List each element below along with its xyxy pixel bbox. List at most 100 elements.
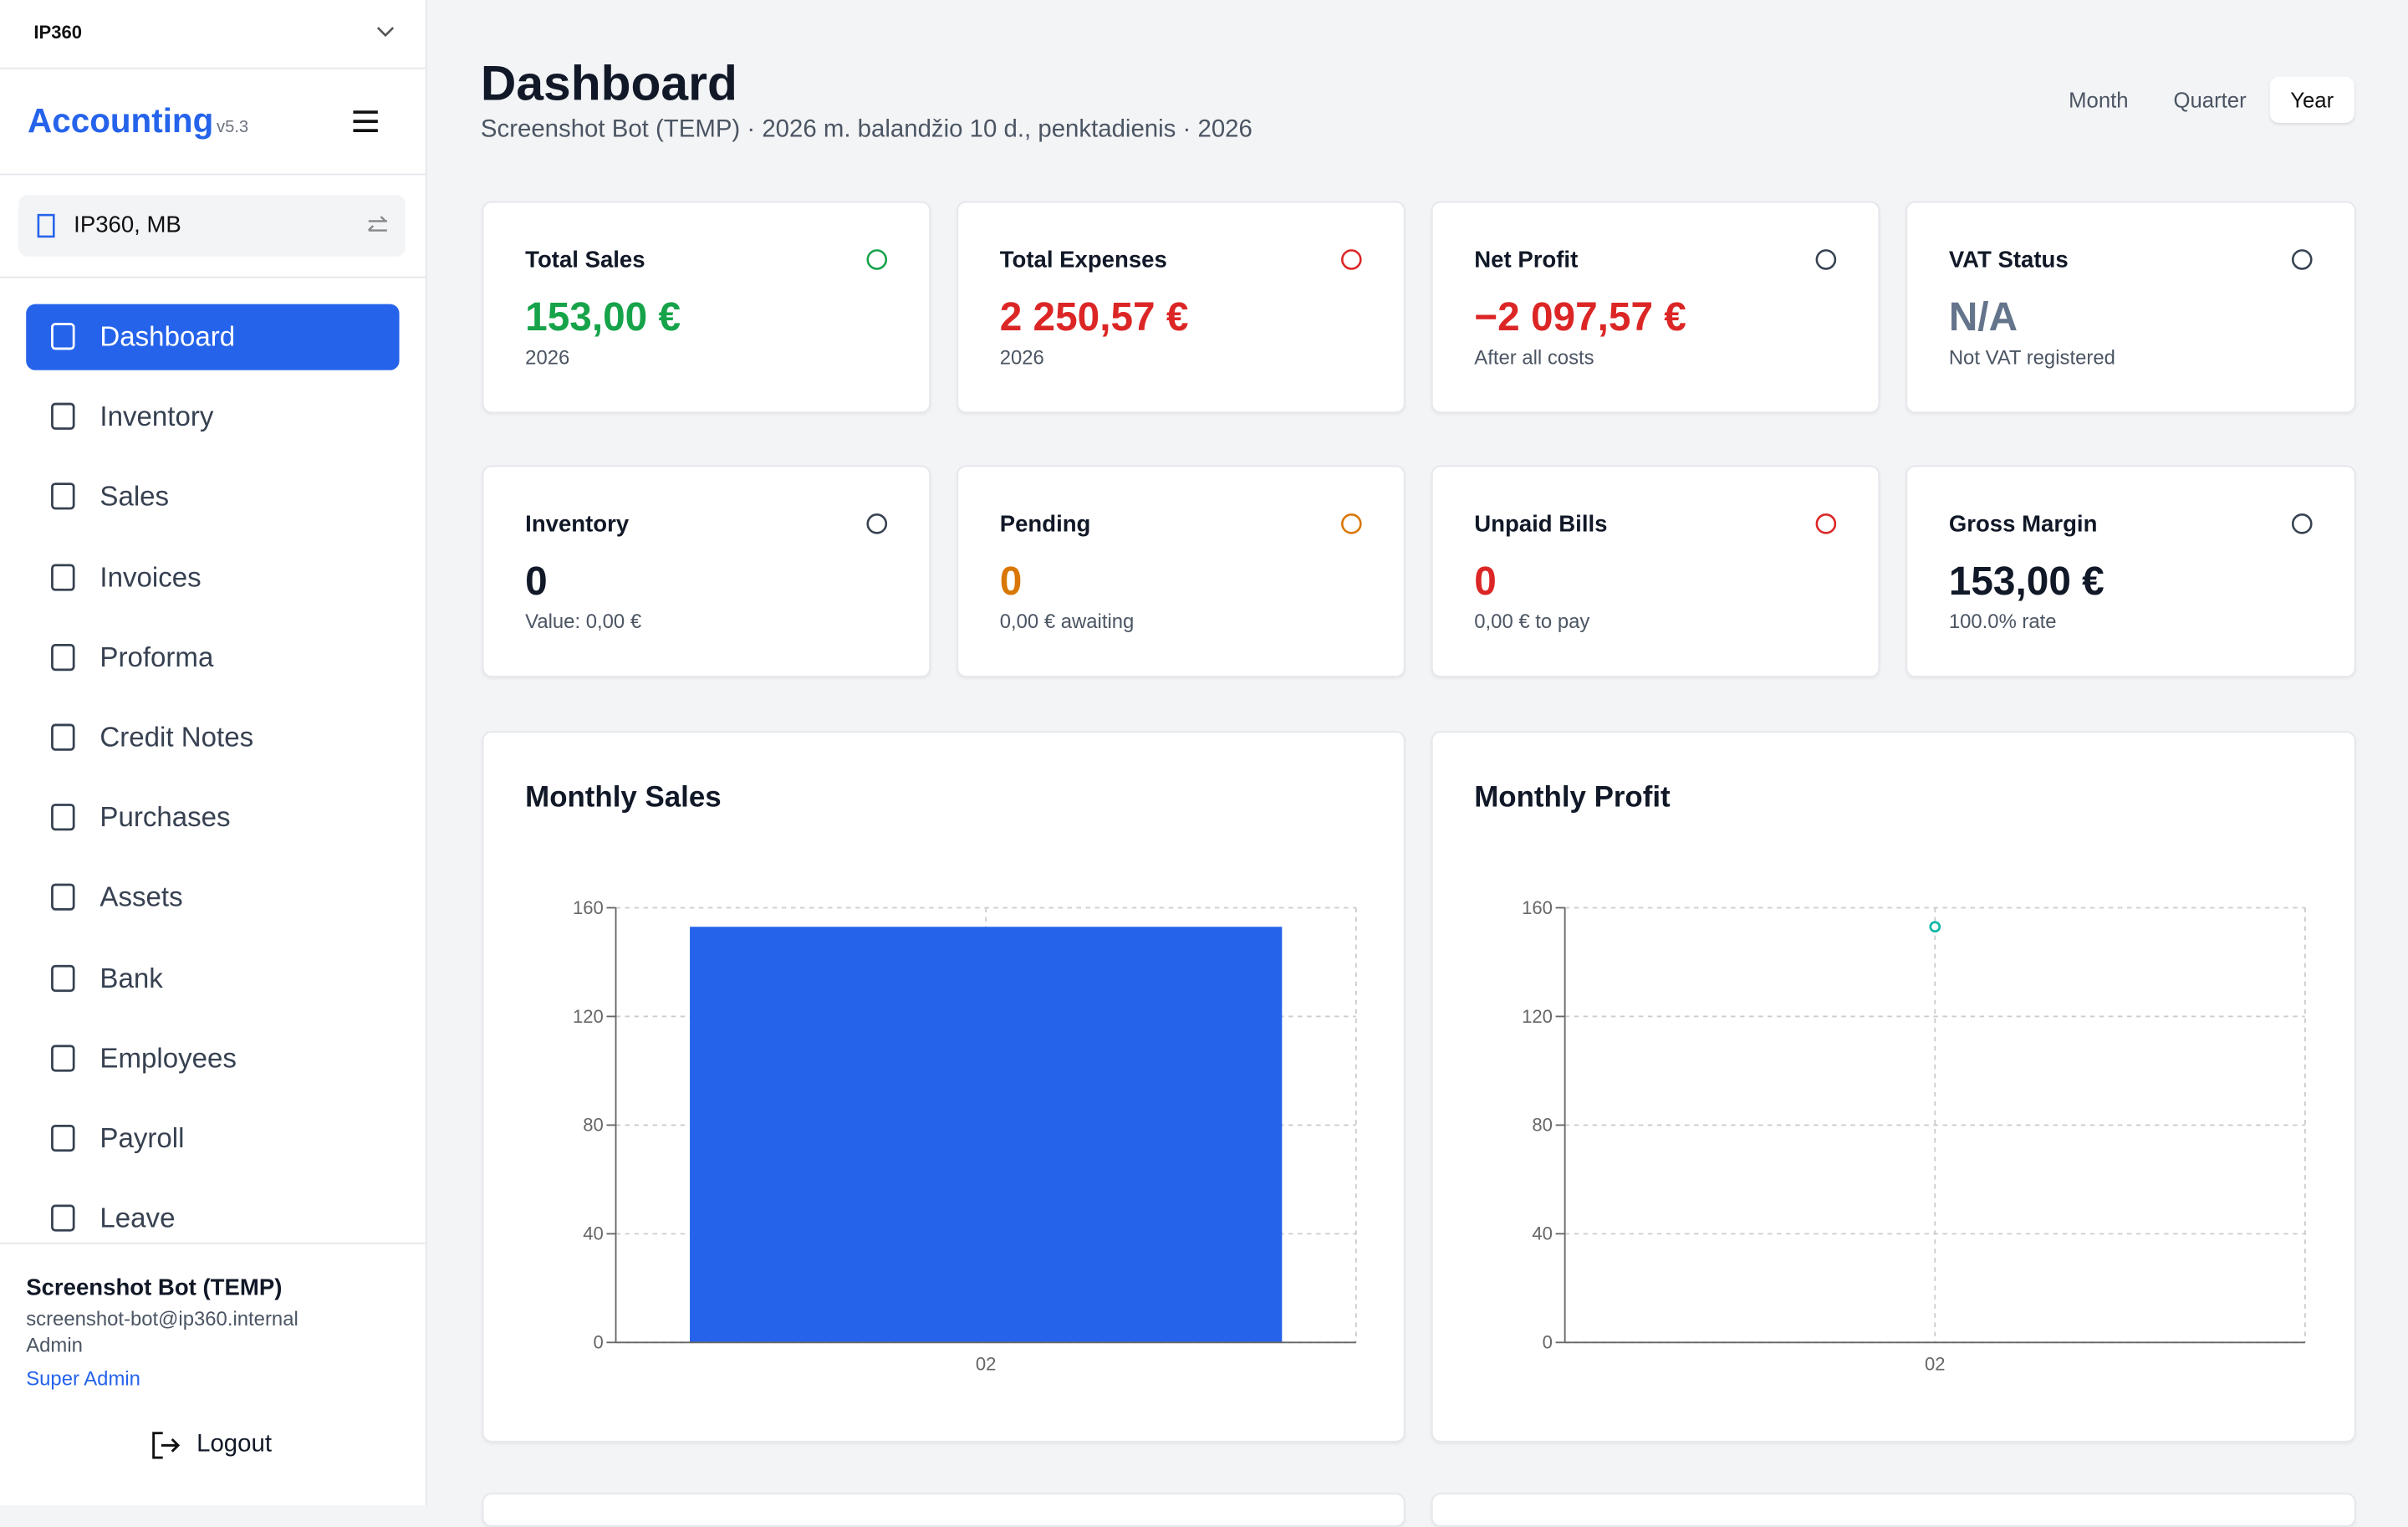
nav-label: Inventory	[99, 401, 214, 432]
nav-icon	[51, 964, 75, 992]
nav-item[interactable]: Purchases	[26, 785, 399, 851]
nav-item[interactable]: Sales	[26, 464, 399, 530]
stat-card: Unpaid Bills 0 0,00 € to pay	[1431, 465, 1880, 678]
card-note: 2026	[525, 345, 570, 369]
nav-icon	[51, 1204, 75, 1232]
card-title: Net Profit	[1474, 247, 1579, 273]
card-value: −2 097,57 €	[1474, 293, 1686, 340]
nav-icon	[51, 1044, 75, 1072]
card-value: 153,00 €	[525, 293, 681, 340]
bar	[690, 927, 1283, 1343]
stat-card: Gross Margin 153,00 € 100.0% rate	[1905, 465, 2356, 678]
period-button[interactable]: Year	[2269, 76, 2354, 123]
nav-icon	[51, 323, 75, 350]
chevron[interactable]	[376, 24, 395, 39]
period-button[interactable]: Month	[2069, 87, 2129, 113]
icon-shape	[866, 249, 888, 270]
nav-label: Credit Notes	[99, 722, 254, 753]
icon	[37, 213, 55, 238]
card-note: After all costs	[1474, 345, 1594, 369]
chart-card: Monthly Profit 0 40 80 120 160 02	[1431, 731, 2356, 1443]
nav-label: Dashboard	[99, 320, 236, 352]
y-tick-label: 160	[1522, 897, 1553, 918]
card-note: Value: 0,00 €	[525, 610, 642, 633]
card-icon	[2291, 513, 2313, 534]
nav-item[interactable]: Inventory	[26, 385, 399, 451]
icon-shape	[2291, 513, 2313, 534]
nav-item[interactable]: Credit Notes	[26, 705, 399, 771]
nav-item[interactable]: Bank	[26, 946, 399, 1012]
y-tick-label: 40	[583, 1223, 604, 1244]
card-icon	[866, 513, 888, 534]
y-tick-label: 40	[1532, 1223, 1553, 1244]
stat-card: Pending 0 0,00 € awaiting	[957, 465, 1406, 678]
period-button[interactable]: Quarter	[2173, 87, 2247, 113]
icon-shape	[51, 964, 75, 992]
nav-item[interactable]: Employees	[26, 1026, 399, 1092]
company: IP360, MB	[74, 212, 181, 238]
card-value: N/A	[1948, 293, 2018, 340]
y-tick-label: 120	[573, 1006, 604, 1027]
stat-card: Total Sales 153,00 € 2026	[482, 201, 931, 414]
logout[interactable]: Logout	[150, 1427, 304, 1463]
card-title: Total Sales	[525, 247, 645, 273]
nav-label: Invoices	[99, 561, 202, 593]
stat-card: VAT Status N/A Not VAT registered	[1905, 201, 2356, 414]
app-name: Accounting	[28, 101, 214, 140]
subtitle: Screenshot Bot (TEMP) · 2026 m. balandži…	[480, 116, 1252, 143]
swap-icon	[367, 216, 387, 232]
card-value: 153,00 €	[1948, 557, 2104, 604]
icon-shape	[1341, 513, 1362, 534]
icon-shape	[1341, 249, 1362, 270]
nav-icon	[51, 884, 75, 912]
card-note: 0,00 € to pay	[1474, 610, 1590, 633]
nav-icon	[51, 403, 75, 431]
y-tick-label: 80	[583, 1115, 604, 1136]
icon-shape	[51, 483, 75, 511]
icon-shape	[51, 1204, 75, 1232]
nav-label: Purchases	[99, 802, 231, 833]
user-level: Super Admin	[26, 1366, 140, 1391]
nav-icon	[51, 1124, 75, 1152]
y-tick-label: 80	[1532, 1115, 1553, 1136]
nav-item[interactable]: Leave	[26, 1186, 399, 1252]
page-title: Dashboard	[480, 55, 737, 111]
icon-shape	[51, 643, 75, 671]
nav-item[interactable]: Proforma	[26, 625, 399, 691]
brand: IP360	[33, 21, 83, 43]
card	[1431, 1493, 2356, 1527]
nav-item[interactable]: Dashboard	[26, 304, 400, 370]
nav-item[interactable]: Assets	[26, 866, 399, 932]
nav-icon	[51, 723, 75, 751]
icon-shape	[866, 513, 888, 534]
nav-label: Leave	[99, 1203, 176, 1234]
chart: Monthly Profit 0 40 80 120 160 02	[1474, 780, 2306, 1374]
card-note: 2026	[999, 345, 1044, 369]
icon-shape	[2291, 249, 2313, 270]
version: v5.3	[216, 118, 249, 137]
chart-card: Monthly Sales 0 40 80 120 160 02	[482, 731, 1406, 1443]
card-icon	[2291, 249, 2313, 270]
stat-card: Net Profit −2 097,57 € After all costs	[1431, 201, 1880, 414]
chart: Monthly Sales 0 40 80 120 160 02	[525, 780, 1357, 1374]
nav-label: Proforma	[99, 641, 214, 673]
x-tick-label: 02	[976, 1353, 997, 1374]
company-switch[interactable]: IP360, MB	[18, 195, 406, 257]
card-icon	[866, 249, 888, 270]
card-value: 0	[1474, 557, 1497, 604]
icon-shape	[51, 403, 75, 431]
card-title: VAT Status	[1948, 247, 2069, 273]
nav-item[interactable]: Payroll	[26, 1106, 399, 1172]
card-title: Total Expenses	[999, 247, 1167, 273]
card-icon	[1815, 249, 1837, 270]
card-value: 0	[999, 557, 1023, 604]
menu-toggle[interactable]	[352, 109, 380, 133]
nav-item[interactable]: Invoices	[26, 544, 399, 610]
nav-label: Sales	[99, 481, 170, 513]
sidebar: IP360 Accounting v5.3 IP360, MB Screensh…	[0, 0, 427, 1506]
x-tick-label: 02	[1925, 1353, 1946, 1374]
y-tick-label: 120	[1522, 1006, 1553, 1027]
card-value: 2 250,57 €	[999, 293, 1189, 340]
